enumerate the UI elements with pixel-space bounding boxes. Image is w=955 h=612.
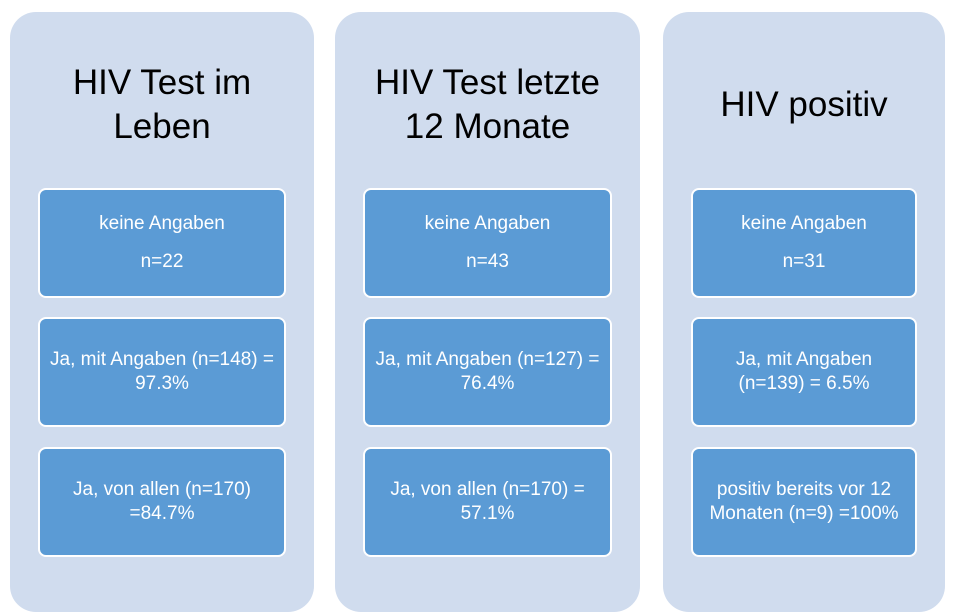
box-text: Ja, von allen (n=170) = 57.1% — [390, 479, 585, 524]
info-box: keine Angaben n=31 — [691, 188, 917, 298]
column-title: HIV Test im Leben — [72, 63, 252, 146]
box-text: Ja, mit Angaben (n=139) = 6.5% — [735, 349, 873, 394]
column-panel: HIV Test letzte 12 Monate keine Angaben n=… — [335, 12, 640, 612]
info-box: Ja, mit Angaben (n=148) = 97.3% — [38, 317, 286, 427]
column-panel: HIV Test im Leben keine Angaben n=22 Ja, mi… — [10, 12, 314, 612]
info-box: Ja, von allen (n=170) = 57.1% — [363, 447, 612, 557]
diagram: (() => { const data = JSON.parse(documen… — [10, 12, 945, 612]
info-box: keine Angaben n=22 — [38, 188, 286, 298]
info-box: positiv bereits vor 12 Monaten (n=9) =10… — [691, 447, 917, 557]
info-box: keine Angaben n=43 — [363, 188, 612, 298]
info-box: Ja, mit Angaben (n=139) = 6.5% — [691, 317, 917, 427]
box-text: positiv bereits vor 12 Monaten (n=9) =10… — [709, 479, 899, 524]
box-text: Ja, von allen (n=170) =84.7% — [73, 479, 251, 524]
box-text: n=43 — [466, 251, 509, 272]
column-title: HIV Test letzte 12 Monate — [374, 63, 600, 146]
column-title: HIV positiv — [720, 85, 888, 124]
box-text: n=22 — [140, 251, 184, 272]
box-text: n=31 — [782, 251, 826, 272]
box-text: Ja, mit Angaben (n=148) = 97.3% — [50, 349, 274, 394]
column-panel: HIV positiv keine Angaben n=31 Ja, mit Anga… — [663, 12, 945, 612]
box-text: keine Angaben — [741, 213, 867, 234]
info-box: Ja, mit Angaben (n=127) = 76.4% — [363, 317, 612, 427]
box-text: keine Angaben — [99, 213, 225, 234]
box-text: keine Angaben — [424, 213, 551, 234]
info-box: Ja, von allen (n=170) =84.7% — [38, 447, 286, 557]
box-text: Ja, mit Angaben (n=127) = 76.4% — [375, 349, 600, 394]
